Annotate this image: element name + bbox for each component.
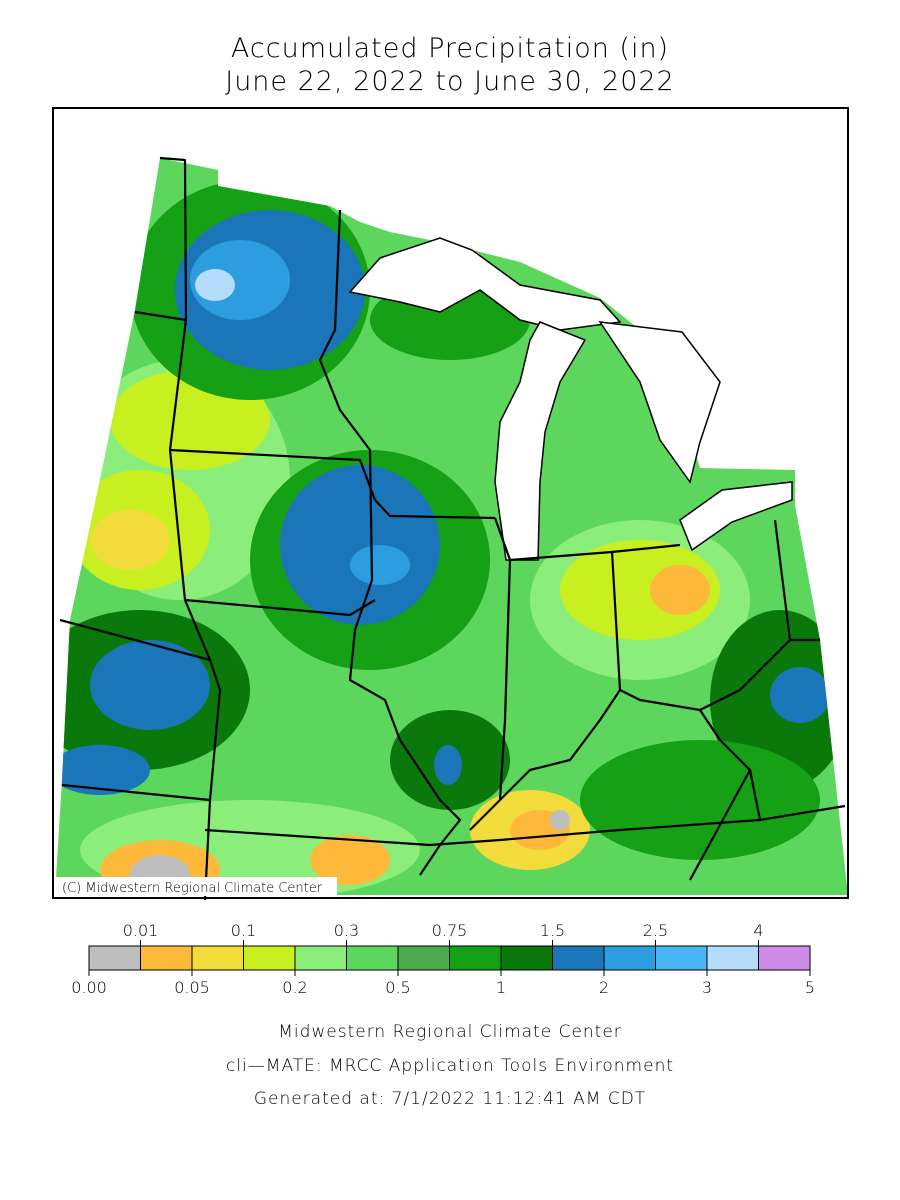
title-line: June 22, 2022 to June 30, 2022	[225, 66, 675, 97]
legend-label: 0.75	[432, 921, 468, 940]
legend-label: 0.05	[174, 978, 210, 997]
legend-label: 2	[599, 978, 609, 997]
legend-swatch	[500, 945, 553, 971]
footer-line: cli—MATE: MRCC Application Tools Environ…	[226, 1056, 674, 1076]
footer-line: Generated at: 7/1/2022 11:12:41 AM CDT	[254, 1089, 646, 1109]
legend-label: 0.00	[71, 978, 107, 997]
legend-swatch	[397, 945, 450, 971]
legend-swatch	[191, 945, 244, 971]
legend-swatch	[758, 945, 811, 971]
legend-swatch	[655, 945, 708, 971]
legend-label: 0.3	[334, 921, 359, 940]
credit: (C) Midwestern Regional Climate Center	[62, 881, 323, 896]
legend-label: 5	[805, 978, 815, 997]
state-borders	[59, 156, 846, 901]
legend-swatch	[603, 945, 656, 971]
legend-label: 3	[702, 978, 712, 997]
legend-label: 1	[496, 978, 506, 997]
legend-label: 2.5	[643, 921, 668, 940]
title-line: Accumulated Precipitation (in)	[231, 33, 669, 64]
legend-swatch	[346, 945, 399, 971]
legend-swatch	[243, 945, 296, 971]
footer-line: Midwestern Regional Climate Center	[278, 1022, 622, 1042]
legend-swatch	[449, 945, 502, 971]
legend: 0.00 0.01 0.05 0.1 0.2 0.3 0.5 0.75 1 1.5 2 2.5 3 4 5	[71, 921, 815, 997]
legend-swatch	[294, 945, 347, 971]
legend-label: 0.2	[282, 978, 307, 997]
legend-swatch	[88, 945, 141, 971]
legend-label: 0.01	[123, 921, 159, 940]
credit-box	[55, 877, 337, 896]
map: (C) Midwestern Regional Climate Center	[52, 107, 849, 901]
legend-label: 4	[753, 921, 763, 940]
legend-swatch	[552, 945, 605, 971]
lakes	[348, 237, 793, 561]
legend-label: 0.5	[385, 978, 410, 997]
legend-swatch	[140, 945, 193, 971]
legend-label: 0.1	[231, 921, 256, 940]
legend-swatch	[706, 945, 759, 971]
legend-label: 1.5	[540, 921, 565, 940]
map-frame	[52, 107, 849, 899]
